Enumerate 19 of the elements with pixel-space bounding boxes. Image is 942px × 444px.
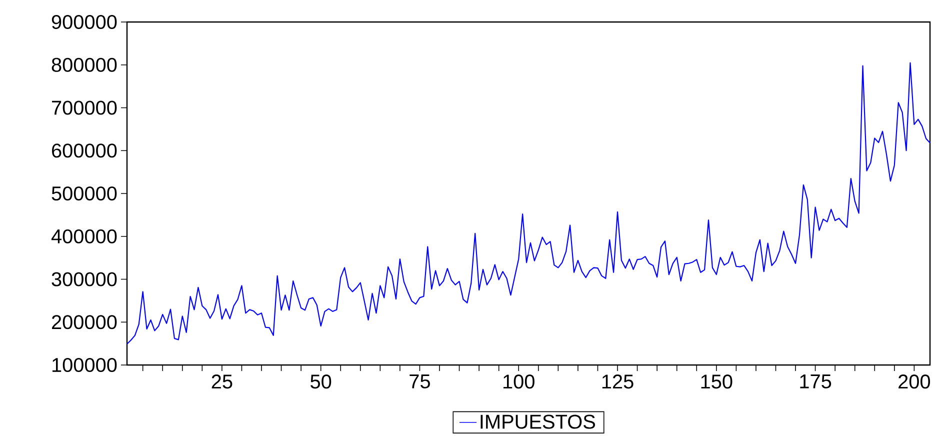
y-tick-label: 800000 [52,58,117,72]
y-tick-label: 600000 [52,144,117,158]
x-tick-label: 200 [898,374,930,389]
y-tick-label: 700000 [52,100,117,115]
x-tick-label: 125 [602,374,634,389]
y-tick-label: 100000 [52,358,117,372]
line-series [126,62,931,345]
y-tick-label: 400000 [51,229,117,244]
y-tick-label: 500000 [52,186,117,201]
x-tick-label: 25 [212,374,232,389]
x-tick-label: 175 [800,374,832,388]
x-tick-label: 75 [410,374,430,388]
y-tick-label: 300000 [52,272,117,286]
x-tick-label: 150 [701,374,732,389]
legend-label: IMPUESTOS [480,414,595,429]
y-tick-label: 200000 [52,315,117,330]
y-tick-label: 900000 [52,14,117,30]
x-tick-label: 100 [504,374,534,389]
x-tick-label: 50 [310,374,332,389]
